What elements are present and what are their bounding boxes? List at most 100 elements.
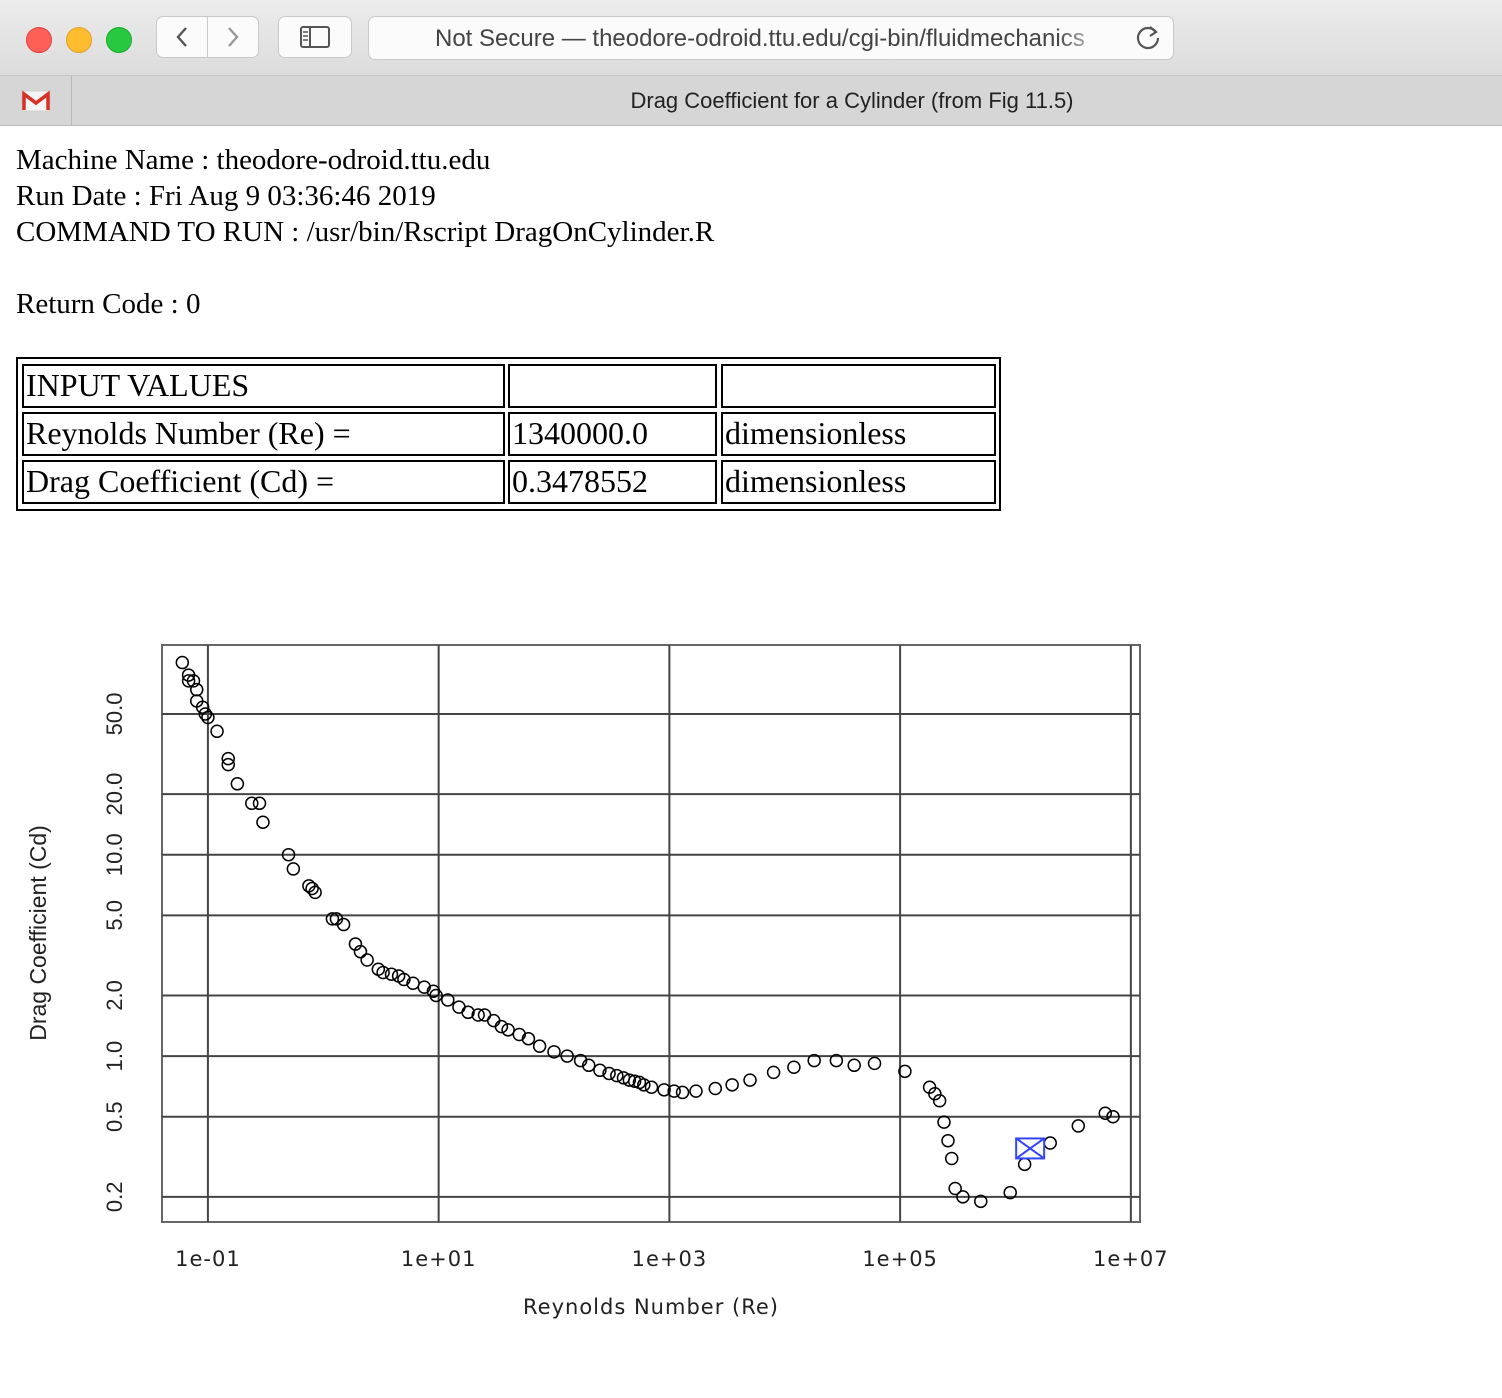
data-point bbox=[521, 1031, 536, 1046]
table-cell bbox=[508, 364, 717, 408]
data-point bbox=[708, 1081, 723, 1096]
chevron-right-icon bbox=[228, 27, 239, 47]
address-url: Not Secure — theodore-odroid.ttu.edu/cgi… bbox=[435, 25, 1085, 52]
data-point bbox=[941, 1133, 955, 1148]
sidebar-icon bbox=[300, 26, 330, 48]
chevron-left-icon bbox=[176, 27, 187, 47]
data-point bbox=[622, 1073, 637, 1087]
data-point bbox=[1106, 1109, 1120, 1124]
table-cell: dimensionless bbox=[721, 460, 996, 504]
data-point bbox=[667, 1084, 681, 1098]
data-point bbox=[657, 1083, 671, 1097]
data-point bbox=[281, 847, 296, 862]
data-point bbox=[286, 862, 301, 876]
data-point bbox=[637, 1078, 651, 1092]
data-point bbox=[847, 1058, 861, 1073]
reload-icon[interactable] bbox=[1133, 23, 1163, 53]
x-tick-label: 1e-01 bbox=[175, 1247, 241, 1271]
y-tick-label: 1.0 bbox=[102, 1041, 127, 1072]
browser-toolbar: Not Secure — theodore-odroid.ttu.edu/cgi… bbox=[0, 0, 1502, 76]
address-bar[interactable]: Not Secure — theodore-odroid.ttu.edu/cgi… bbox=[368, 16, 1174, 60]
data-point bbox=[974, 1194, 988, 1209]
y-tick-label: 10.0 bbox=[102, 833, 127, 876]
back-button[interactable] bbox=[156, 16, 208, 58]
command-to-run: COMMAND TO RUN : /usr/bin/Rscript DragOn… bbox=[16, 216, 715, 248]
data-point bbox=[252, 796, 267, 811]
forward-button[interactable] bbox=[207, 16, 259, 58]
data-point bbox=[325, 912, 340, 926]
data-point bbox=[937, 1115, 951, 1129]
data-point bbox=[928, 1087, 942, 1101]
data-point bbox=[353, 944, 368, 959]
data-point bbox=[675, 1085, 690, 1100]
data-point bbox=[360, 953, 374, 967]
data-point bbox=[486, 1013, 501, 1028]
data-point bbox=[181, 674, 196, 688]
data-point bbox=[417, 980, 431, 994]
close-window-button[interactable] bbox=[26, 27, 52, 53]
data-point bbox=[1071, 1119, 1086, 1133]
data-point bbox=[610, 1068, 624, 1083]
x-tick-label: 1e+07 bbox=[1093, 1247, 1169, 1271]
data-point bbox=[305, 881, 319, 896]
data-point bbox=[376, 965, 390, 980]
tab-gmail[interactable] bbox=[0, 76, 72, 125]
table-cell: Drag Coefficient (Cd) = bbox=[22, 460, 505, 504]
x-tick-label: 1e+01 bbox=[401, 1247, 477, 1271]
data-point bbox=[547, 1045, 561, 1059]
data-point bbox=[644, 1080, 659, 1095]
tab-bar: Drag Coefficient for a Cylinder (from Fi… bbox=[0, 76, 1502, 126]
data-point bbox=[230, 777, 245, 791]
data-point bbox=[593, 1063, 607, 1078]
data-point bbox=[867, 1056, 882, 1071]
data-point bbox=[256, 815, 270, 829]
drag-coefficient-plot: 1e-01 1e+01 1e+03 1e+05 1e+07 0.2 0.5 1.0 2.0 5.0… bbox=[25, 644, 1169, 1319]
data-point bbox=[308, 885, 322, 900]
data-point bbox=[807, 1053, 821, 1068]
data-point bbox=[573, 1053, 588, 1068]
minimize-window-button[interactable] bbox=[66, 27, 92, 53]
data-point bbox=[743, 1073, 757, 1087]
data-point bbox=[1003, 1185, 1017, 1200]
data-point bbox=[221, 751, 235, 766]
zoom-window-button[interactable] bbox=[106, 27, 132, 53]
plot-frame bbox=[161, 644, 1141, 1223]
data-point bbox=[787, 1060, 801, 1075]
data-point bbox=[948, 1181, 962, 1196]
data-point bbox=[725, 1078, 739, 1092]
x-tick-label: 1e+03 bbox=[632, 1247, 708, 1271]
sidebar-toggle-button[interactable] bbox=[278, 16, 352, 58]
data-point bbox=[494, 1019, 509, 1034]
data-point bbox=[898, 1064, 912, 1079]
table-cell: dimensionless bbox=[721, 412, 996, 456]
data-point bbox=[932, 1094, 947, 1108]
data-point bbox=[829, 1053, 844, 1068]
data-point bbox=[471, 1008, 485, 1022]
x-tick-label: 1e+05 bbox=[862, 1247, 938, 1271]
y-tick-label: 20.0 bbox=[102, 773, 127, 816]
data-point bbox=[210, 724, 224, 739]
data-point bbox=[336, 917, 351, 932]
data-point bbox=[766, 1065, 781, 1080]
data-point bbox=[512, 1027, 527, 1042]
highlight-point bbox=[1015, 1137, 1046, 1160]
data-point bbox=[452, 1000, 466, 1014]
table-cell: Reynolds Number (Re) = bbox=[22, 412, 505, 456]
data-point bbox=[429, 988, 443, 1003]
data-point bbox=[602, 1066, 616, 1081]
data-point bbox=[198, 707, 213, 721]
data-point bbox=[461, 1005, 475, 1020]
run-info: Machine Name : theodore-odroid.ttu.edu R… bbox=[16, 142, 714, 250]
data-point bbox=[384, 967, 399, 981]
tab-active-title[interactable]: Drag Coefficient for a Cylinder (from Fi… bbox=[630, 88, 1074, 113]
y-tick-label: 50.0 bbox=[102, 693, 127, 736]
table-cell: INPUT VALUES bbox=[22, 364, 505, 408]
data-point bbox=[560, 1049, 574, 1063]
data-point bbox=[689, 1084, 703, 1098]
gmail-icon bbox=[21, 90, 50, 111]
y-tick-label: 5.0 bbox=[102, 900, 127, 931]
highlight-point-cross bbox=[1015, 1137, 1045, 1160]
data-point bbox=[581, 1058, 596, 1073]
table-cell bbox=[721, 364, 996, 408]
y-tick-label: 0.5 bbox=[102, 1101, 127, 1132]
